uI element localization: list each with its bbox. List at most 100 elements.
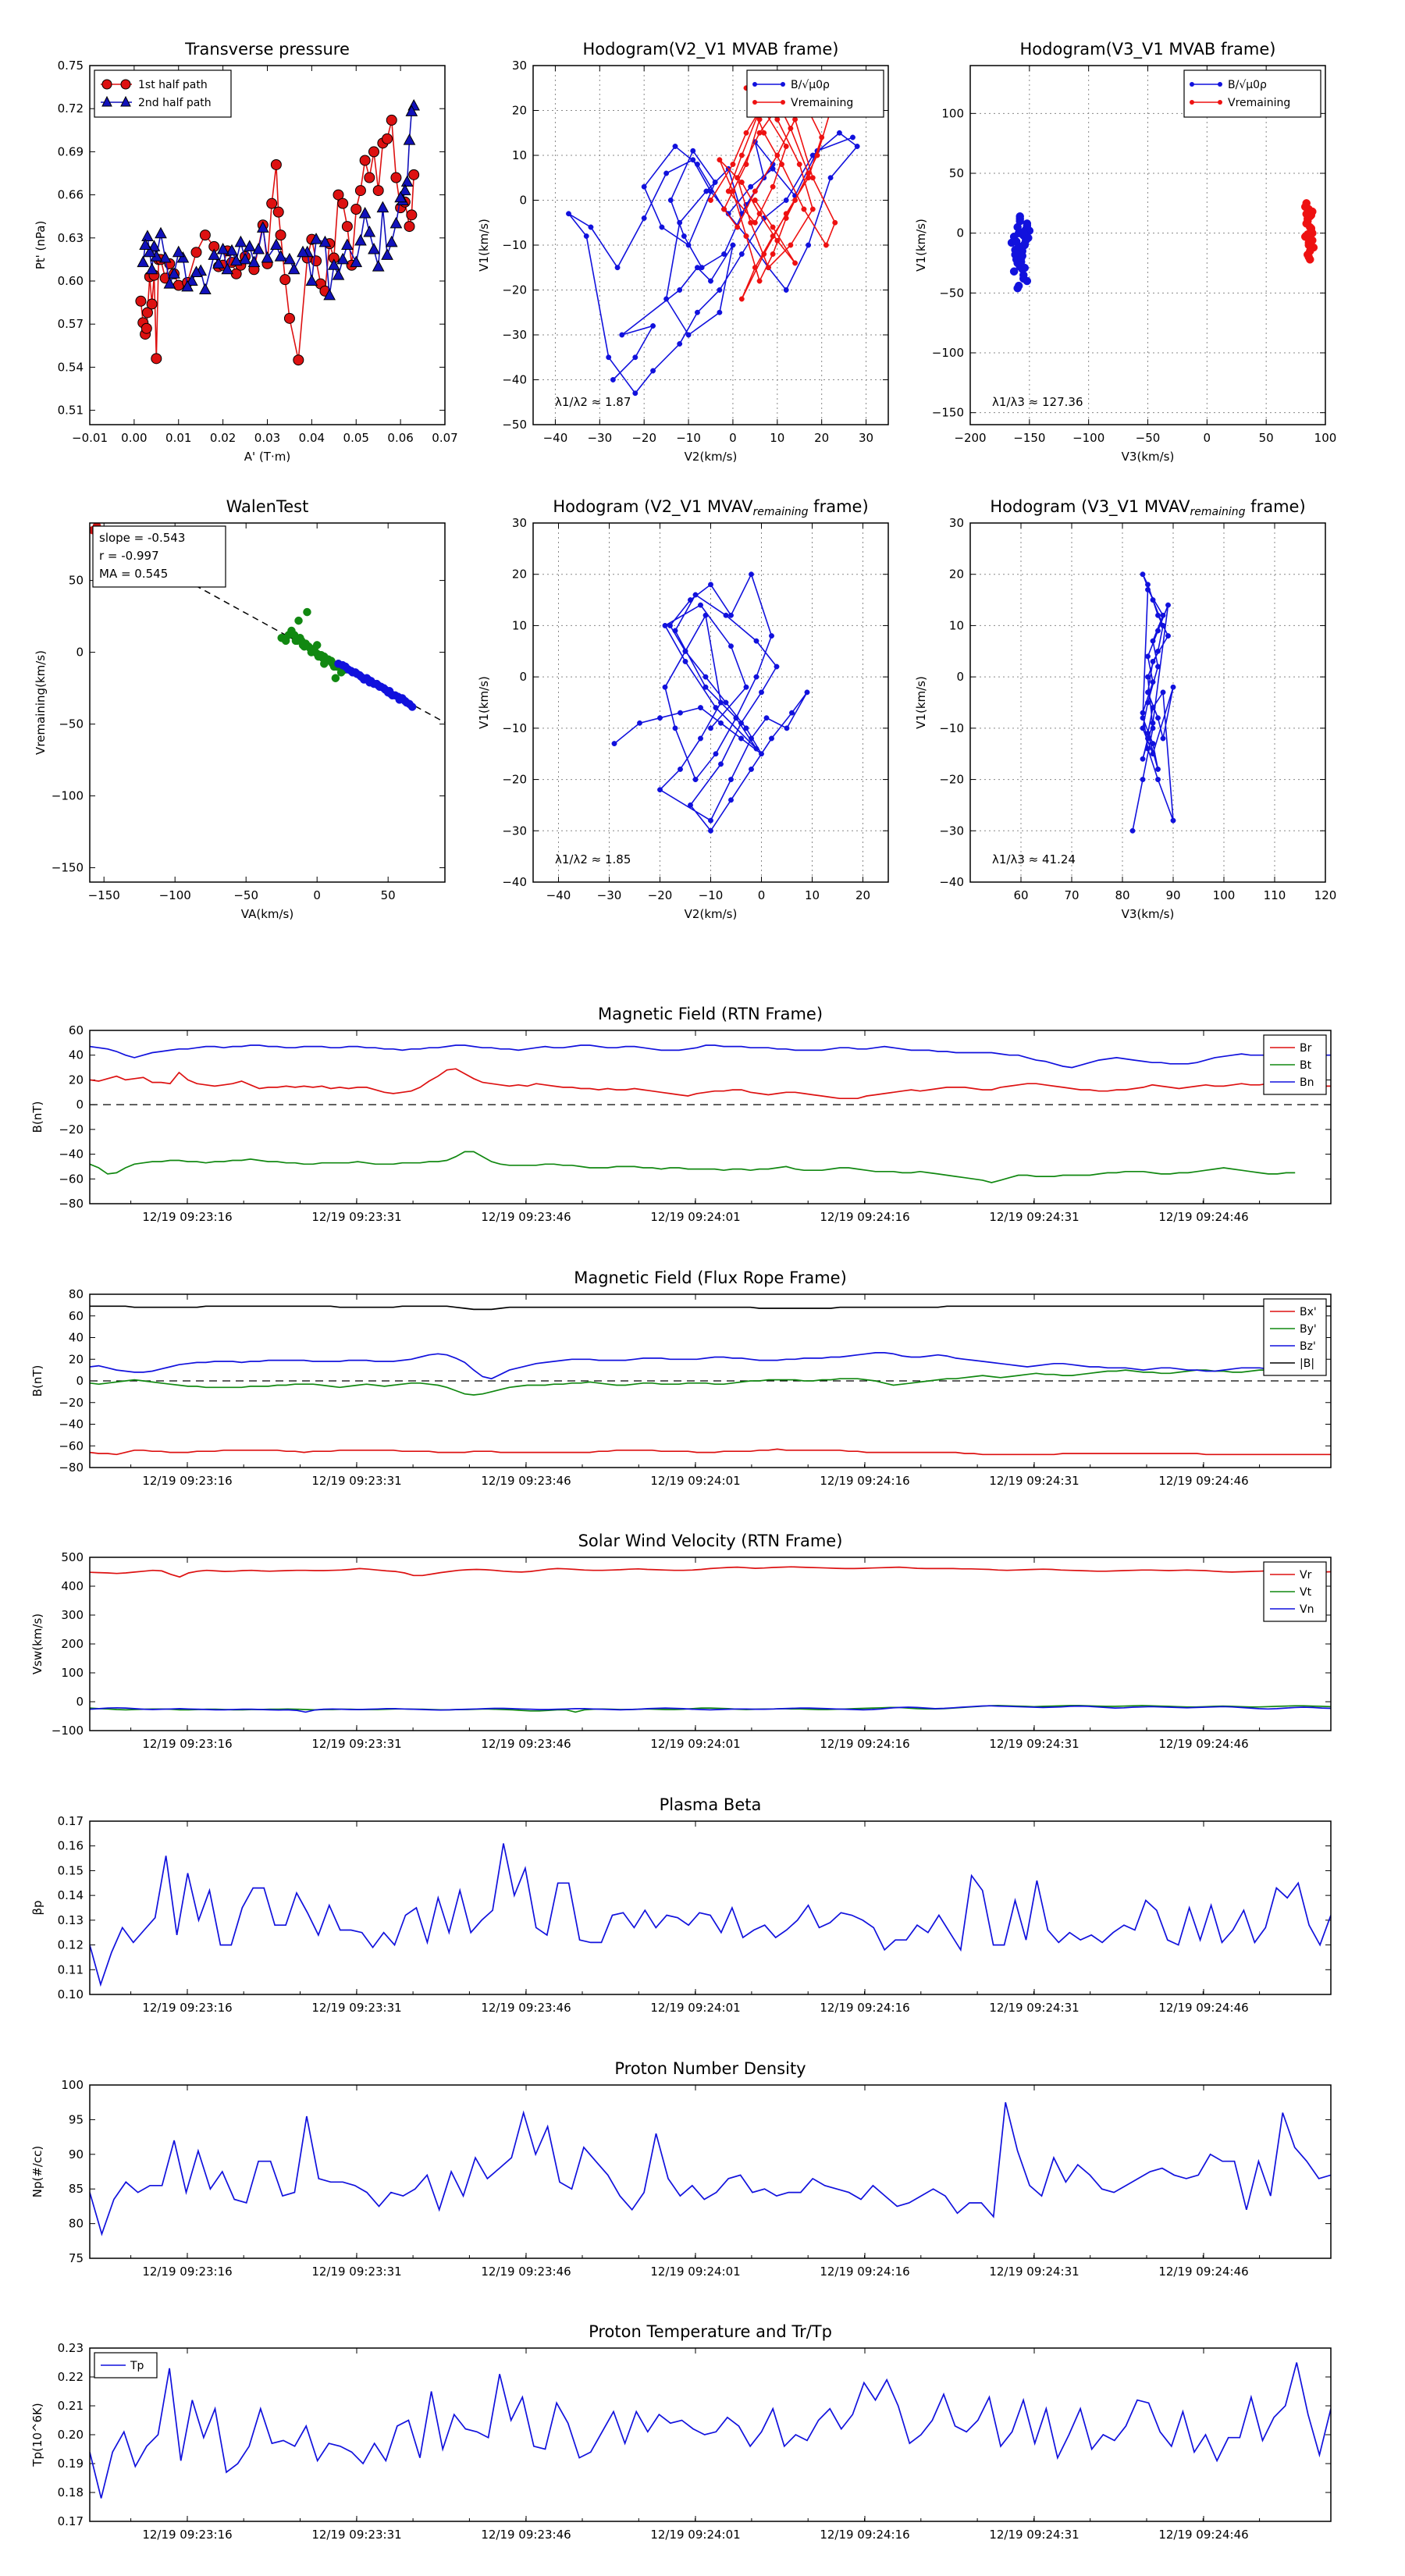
walen-ytick-label: 50 xyxy=(69,574,84,588)
tp-ytick-label: 0.66 xyxy=(58,188,84,202)
tp-point xyxy=(385,235,398,247)
hodo1-point xyxy=(721,251,727,257)
np-ytick-label: 75 xyxy=(69,2251,84,2265)
hodo1-point xyxy=(721,206,727,212)
np-ylabel: Np(#/cc) xyxy=(30,2146,44,2198)
bfr-ytick-label: 20 xyxy=(69,1352,84,1366)
bfr-panel: −80 −60 −40 −20 0 20 40 60 80 12/19 09:23:16 12/19… xyxy=(30,1268,1332,1488)
bfield-ytick-label: −60 xyxy=(59,1172,84,1186)
tp-point xyxy=(403,133,416,145)
hodo4-xtick-label: 100 xyxy=(1213,888,1236,902)
tp-point xyxy=(368,146,379,158)
hodo4-xtick-label: 120 xyxy=(1314,888,1337,902)
tp-point xyxy=(332,269,345,280)
hodo1-point xyxy=(770,183,776,190)
hodo4-xtick-label: 70 xyxy=(1064,888,1079,902)
walen-xlabel: VA(km/s) xyxy=(241,907,293,921)
hodo3-point xyxy=(718,761,724,767)
hodo3-point xyxy=(702,674,709,680)
hodo1-point xyxy=(717,309,723,315)
tp-point xyxy=(270,238,283,250)
vsw-title: Solar Wind Velocity (RTN Frame) xyxy=(578,1532,843,1550)
bfr-series-2-line xyxy=(90,1352,1314,1380)
hodo4-ytick-label: 30 xyxy=(949,516,964,530)
tp-title: Transverse pressure xyxy=(184,40,350,59)
bfr-legend-label: Bz' xyxy=(1300,1340,1316,1353)
tp2-xtick-label: 12/19 09:24:31 xyxy=(989,2528,1079,2542)
hodo1-point xyxy=(641,215,647,221)
bfield-series-1-line xyxy=(90,1151,1296,1183)
hodo3-point xyxy=(718,699,724,706)
hodo2-ytick-label: 50 xyxy=(949,166,964,180)
hodo1-point xyxy=(738,152,745,158)
hodo1-point xyxy=(730,188,736,194)
vsw-ytick-label: 200 xyxy=(61,1637,84,1651)
tp-point xyxy=(143,245,156,258)
tp-point xyxy=(151,353,162,365)
tp-ytick-label: 0.54 xyxy=(58,360,84,374)
hodo2-point xyxy=(1304,229,1312,239)
hodo1-annotation: λ1/λ2 ≈ 1.87 xyxy=(555,395,631,409)
tp-point xyxy=(293,354,304,366)
hodo1-xtick-label: 0 xyxy=(729,431,737,445)
hodo1-legend-label: Vremaining xyxy=(791,97,853,109)
hodo1-point xyxy=(632,390,638,397)
hodo4-point xyxy=(1140,715,1146,721)
hodo1-frame xyxy=(532,65,889,425)
hodo1-point xyxy=(801,206,807,212)
hodo3-xtick-label: −40 xyxy=(546,888,571,902)
hodo1-point xyxy=(619,332,625,338)
beta-ytick-label: 0.12 xyxy=(58,1938,84,1952)
vsw-legend-label: Vn xyxy=(1300,1603,1314,1616)
hodo4-point xyxy=(1150,679,1156,685)
hodo4-point xyxy=(1140,756,1146,762)
bfr-ytick-label: 40 xyxy=(69,1331,84,1345)
bfield-xtick-label: 12/19 09:23:46 xyxy=(481,1210,571,1224)
hodo3-point xyxy=(784,725,790,731)
vsw-xtick-label: 12/19 09:24:01 xyxy=(650,1737,740,1751)
hodo3-point xyxy=(728,777,734,783)
hodo1-ytick-label: 30 xyxy=(512,59,527,73)
hodo4-point xyxy=(1145,699,1151,706)
hodo1-point xyxy=(566,211,571,217)
tp-legend-marker xyxy=(101,95,112,107)
hodo3-ytick-label: −30 xyxy=(502,824,527,838)
hodo1-point xyxy=(809,206,816,212)
vsw-legend-label: Vt xyxy=(1300,1586,1312,1599)
hodo2-legend-marker xyxy=(1218,82,1222,87)
hodo3-point xyxy=(682,658,688,664)
hodo4-ytick-label: −30 xyxy=(939,824,964,838)
beta-ytick-label: 0.14 xyxy=(58,1888,84,1902)
tp-point xyxy=(389,216,403,229)
bfield-ytick-label: 60 xyxy=(69,1023,84,1037)
np-xtick-label: 12/19 09:23:16 xyxy=(142,2265,232,2279)
beta-xtick-label: 12/19 09:24:46 xyxy=(1158,2001,1248,2015)
tp-ytick-label: 0.63 xyxy=(58,231,84,245)
hodo4-point xyxy=(1150,725,1156,731)
beta-xtick-label: 12/19 09:24:31 xyxy=(989,2001,1079,2015)
bfr-ytick-label: −20 xyxy=(59,1396,84,1410)
hodo2-ytick-label: 100 xyxy=(941,106,964,120)
hodo3-xtick-label: −10 xyxy=(699,888,724,902)
hodo4-point xyxy=(1150,720,1156,726)
walen-point xyxy=(385,687,394,696)
np-xtick-label: 12/19 09:24:16 xyxy=(820,2265,909,2279)
tp-legend-marker xyxy=(101,79,112,90)
hodo1-point xyxy=(735,175,741,181)
bfr-series-3-line xyxy=(90,1305,1331,1311)
walen-panel: −150 −100 −50 0 50 −150 −100 −50 0 50 WalenTest VA(… xyxy=(34,497,446,921)
hodo1-point xyxy=(708,278,713,284)
hodo1-point xyxy=(699,265,705,271)
tp-point xyxy=(310,233,322,244)
bfield-ytick-label: −80 xyxy=(59,1197,84,1211)
hodo4-point xyxy=(1155,777,1161,783)
tp2-plot-area xyxy=(90,2362,1331,2499)
hodo3-point xyxy=(728,612,734,618)
tp-plot-area xyxy=(135,98,421,366)
vsw-xtick-label: 12/19 09:23:46 xyxy=(481,1737,571,1751)
bfield-legend-label: Br xyxy=(1300,1042,1312,1055)
hodo1-point xyxy=(792,116,799,123)
vsw-xtick-label: 12/19 09:24:46 xyxy=(1158,1737,1248,1751)
hodo3-point xyxy=(738,735,744,742)
hodo1-point xyxy=(854,144,860,149)
